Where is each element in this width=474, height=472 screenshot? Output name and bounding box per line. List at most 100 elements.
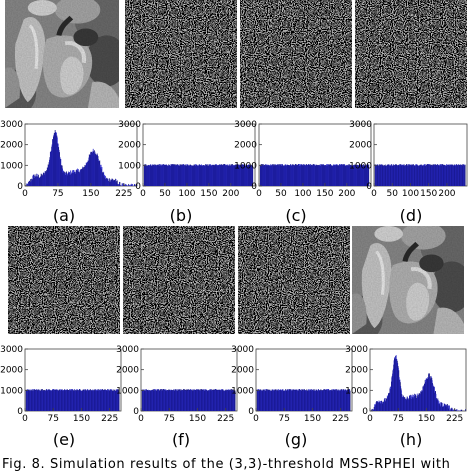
histogram-bar [407,399,409,411]
histogram-bar [440,165,441,186]
histogram-bar [455,410,456,411]
histogram-bar [284,390,285,411]
histogram-bar [113,180,115,186]
histogram-bar [459,164,461,186]
histogram-bar [33,174,35,186]
histogram-bar [229,389,231,411]
histogram-bar [203,165,205,186]
histogram-bar [68,172,70,186]
histogram-bar [364,164,366,186]
histogram-bar [298,390,299,411]
histogram-bar [224,165,226,186]
histogram-bar [431,165,432,186]
histogram-bar [272,390,274,411]
histogram-bar [113,390,115,411]
histogram-bar [42,389,43,411]
histogram-bar [433,164,435,186]
histogram-bar [399,379,400,411]
histogram-bar [172,390,173,411]
histogram-bar [110,179,112,186]
histogram-bar [282,389,283,411]
histogram-bar [28,182,30,186]
histogram-bar [330,164,332,186]
histogram-bar [155,164,157,186]
histogram-bar [75,389,76,411]
histogram-bar [404,165,406,186]
histogram-bar [428,374,429,411]
histogram-bar [444,164,446,186]
histogram-bar [448,405,450,411]
histogram-bar [300,164,302,186]
histogram-bar [350,165,352,186]
histogram-bar [406,398,408,411]
histogram-bar [338,165,340,186]
encrypted-share-image [123,226,235,334]
histogram-bar [441,406,443,411]
histogram-bar [310,164,311,186]
histogram-bar [175,389,176,411]
histogram-bar [88,160,89,186]
histogram-bar [101,389,103,411]
histogram-bar [147,390,148,411]
histogram-bar [296,389,298,411]
histogram-bar [222,389,223,411]
histogram-bar [335,165,336,186]
histogram-bar [213,389,214,411]
histogram-bar [362,165,364,186]
histogram-bar [49,157,51,186]
histogram-bar [174,164,176,186]
histogram-bar [278,389,280,411]
histogram-bar [409,395,411,411]
histogram-bar [384,398,385,411]
histogram-bar [439,165,441,186]
histogram-bar [38,390,39,411]
histogram-bar [450,408,452,411]
histogram-bar [215,164,216,186]
histogram-bar [340,164,342,186]
histogram-bar [39,178,40,186]
histogram-bar [102,173,104,186]
histogram-bar [78,390,80,411]
histogram-bar [344,390,346,411]
histogram-bar [98,389,100,411]
histogram-bar [288,165,290,186]
histogram-bar [206,164,208,186]
histogram-bar [461,164,463,186]
histogram-bar [441,402,442,411]
histogram-bar [383,399,385,411]
histogram-bar [298,164,300,186]
x-tick-label: 150 [304,414,321,424]
histogram-bar [399,165,401,186]
histogram-bar [306,390,308,411]
histogram-bar [271,389,273,411]
histogram-bar [421,391,423,411]
histogram-bar [262,390,264,411]
histogram-bar [248,164,250,186]
histogram-bar [135,184,137,186]
histogram-bar [395,355,397,411]
histogram-bar [51,144,53,186]
histogram-bar [433,386,435,411]
histogram-bar [296,164,298,186]
histogram-bar [146,165,147,186]
histogram-bar [376,402,378,411]
histogram-bar [296,389,297,411]
histogram-bar [58,149,60,186]
histogram-bar [194,165,195,186]
histogram-bar [115,179,117,186]
histogram-bar [401,395,403,411]
histogram-bar [40,173,42,186]
histogram-bar [336,389,337,411]
histogram-bar [160,389,161,411]
histogram-bar [184,165,186,186]
histogram-bar [304,164,305,186]
histogram-bar [259,165,261,186]
histogram-bar [437,399,438,411]
histogram-bar [391,375,393,411]
histogram-bar [308,389,310,411]
histogram-bar [191,165,193,186]
histogram-bar [452,409,454,411]
histogram-bar [324,165,326,186]
histogram-bar [289,165,290,186]
